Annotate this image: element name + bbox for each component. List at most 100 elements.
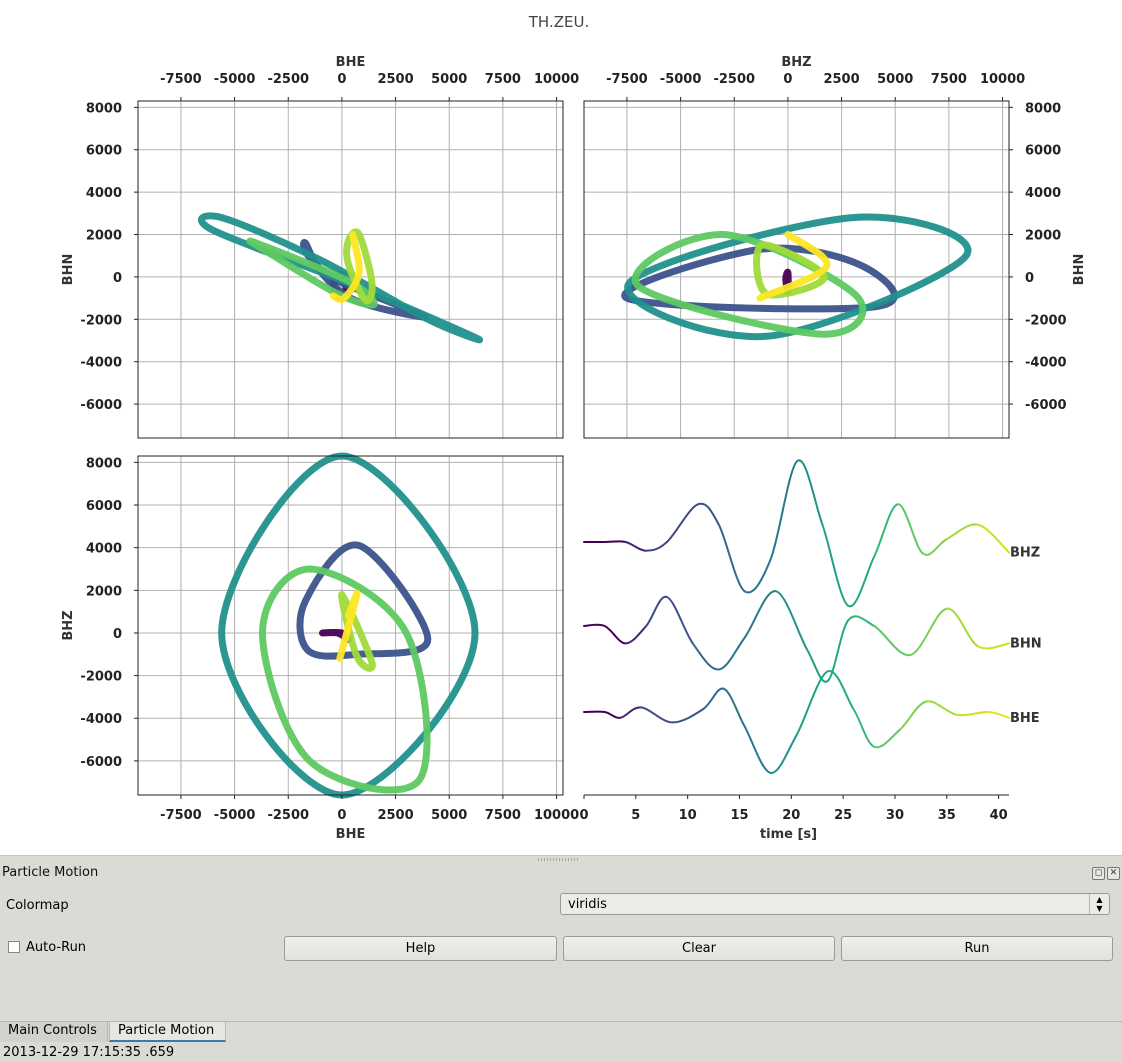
trace-BHN-segment xyxy=(909,607,948,656)
dock-splitter[interactable] xyxy=(0,855,1122,864)
y-tick-label: -6000 xyxy=(80,755,122,770)
x-tick-label: 0 xyxy=(579,808,588,823)
motion-trace-3 xyxy=(631,230,867,338)
trace-BHZ-segment xyxy=(717,523,746,593)
trace-BHN-segment xyxy=(717,636,746,671)
y-tick-label: -4000 xyxy=(1025,356,1067,371)
x-axis-label: BHE xyxy=(336,827,366,842)
trace-BHN-segment xyxy=(665,596,694,645)
y-tick-label: -4000 xyxy=(80,356,122,371)
trace-BHN-segment xyxy=(774,590,808,651)
updown-arrows-icon: ▲ ▼ xyxy=(1089,894,1109,914)
x-axis-label: BHZ xyxy=(781,55,811,70)
motion-trace-4 xyxy=(338,591,376,672)
trace-BHZ-segment xyxy=(665,503,699,543)
y-tick-label: 2000 xyxy=(86,229,122,244)
x-tick-label: 15 xyxy=(730,808,748,823)
x-tick-label: -7500 xyxy=(160,72,202,87)
x-tick-label: 35 xyxy=(938,808,956,823)
trace-BHE-segment xyxy=(640,706,674,724)
colormap-select[interactable]: viridis ▲ ▼ xyxy=(560,893,1110,915)
clear-button[interactable]: Clear xyxy=(563,936,835,961)
trace-BHZ-segment xyxy=(821,523,850,607)
y-tick-label: 8000 xyxy=(86,456,122,471)
x-tick-label: 7500 xyxy=(485,808,521,823)
trace-BHZ-segment xyxy=(922,538,948,556)
y-tick-label: -6000 xyxy=(1025,398,1067,413)
y-tick-label: -6000 xyxy=(80,398,122,413)
x-tick-label: -2500 xyxy=(267,72,309,87)
trace-BHN-segment xyxy=(603,625,627,645)
trace-BHZ-segment xyxy=(645,541,668,552)
axes-frame xyxy=(137,100,564,439)
float-icon[interactable]: ◻ xyxy=(1092,867,1105,880)
trace-BHZ-segment xyxy=(624,541,648,552)
trace-BHE-segment xyxy=(987,711,1010,719)
trace-label-BHE: BHE xyxy=(1010,711,1040,726)
y-tick-label: 8000 xyxy=(1025,101,1061,116)
trace-BHZ-segment xyxy=(897,503,924,555)
x-tick-label: 5000 xyxy=(877,72,913,87)
trace-BHE-segment xyxy=(956,710,990,717)
trace-BHE-segment xyxy=(603,711,622,719)
trace-BHE-segment xyxy=(722,687,746,728)
x-tick-label: -5000 xyxy=(660,72,702,87)
motion-trace-5 xyxy=(756,231,831,302)
trace-BHE-segment xyxy=(769,734,798,774)
motion-trace-4 xyxy=(753,241,828,299)
tab-main-controls[interactable]: Main Controls xyxy=(0,1022,108,1042)
y-axis-label: BHZ xyxy=(61,610,76,640)
autorun-label[interactable]: Auto-Run xyxy=(26,940,87,955)
panel-top-left: -7500 -5000 -2500 0 2500 5000 7500 10000 8000 600… xyxy=(61,55,579,439)
motion-trace-2 xyxy=(197,212,483,344)
y-tick-label: 6000 xyxy=(86,499,122,514)
panel-bottom-left: -7500 -5000 -2500 0 2500 5000 7500 10000 8000 600… xyxy=(61,452,579,842)
trace-BHN-segment xyxy=(583,623,606,627)
y-tick-label: 8000 xyxy=(86,101,122,116)
x-tick-label: 0 xyxy=(783,72,792,87)
y-tick-label: -2000 xyxy=(80,313,122,328)
y-tick-label: 4000 xyxy=(86,542,122,557)
y-tick-label: 0 xyxy=(113,271,122,286)
x-tick-label: 40 xyxy=(990,808,1008,823)
x-tick-label: -5000 xyxy=(214,72,256,87)
y-axis-label: BHN xyxy=(61,254,76,286)
motion-trace-4 xyxy=(343,228,376,305)
y-tick-label: 6000 xyxy=(1025,144,1061,159)
trace-BHZ-segment xyxy=(945,523,979,541)
run-button[interactable]: Run xyxy=(841,936,1113,961)
x-tick-label: 0 xyxy=(337,808,346,823)
motion-trace-1 xyxy=(296,541,432,660)
trace-BHE-segment xyxy=(925,700,959,716)
x-tick-label: 10000 xyxy=(534,808,579,823)
trace-BHZ-segment xyxy=(796,459,824,526)
y-tick-label: 4000 xyxy=(86,186,122,201)
trace-BHN-segment xyxy=(873,625,912,657)
x-tick-label: 25 xyxy=(834,808,852,823)
figure-canvas: TH.ZEU. -7500 -5000 -2500 0 2500 5000 7500 1000… xyxy=(61,13,1087,842)
y-tick-label: 2000 xyxy=(1025,229,1061,244)
x-tick-label: 7500 xyxy=(485,72,521,87)
help-button[interactable]: Help xyxy=(284,936,557,961)
autorun-checkbox[interactable] xyxy=(8,941,20,953)
x-tick-label: 5000 xyxy=(431,72,467,87)
trace-BHZ-segment xyxy=(743,558,772,594)
panel-bottom-right: BHZ BHN BHE 0 5 10 15 20 25 30 35 40 time [s] xyxy=(579,459,1042,842)
colormap-value: viridis xyxy=(568,897,607,912)
close-icon[interactable]: ✕ xyxy=(1107,867,1120,880)
x-tick-label: -2500 xyxy=(267,808,309,823)
x-tick-label: -2500 xyxy=(713,72,755,87)
x-tick-label: 10000 xyxy=(980,72,1025,87)
x-tick-label: 30 xyxy=(886,808,904,823)
trace-BHN-segment xyxy=(805,648,829,683)
y-tick-label: 2000 xyxy=(86,584,122,599)
x-tick-label: -7500 xyxy=(606,72,648,87)
motion-trace-5 xyxy=(329,231,363,303)
x-tick-label: 7500 xyxy=(931,72,967,87)
tab-particle-motion[interactable]: Particle Motion xyxy=(109,1022,226,1042)
colormap-label: Colormap xyxy=(6,898,69,913)
trace-BHZ-segment xyxy=(976,523,1010,554)
dock-tab-bar: Main Controls Particle Motion xyxy=(0,1021,1122,1044)
splitter-grip[interactable] xyxy=(538,858,578,861)
